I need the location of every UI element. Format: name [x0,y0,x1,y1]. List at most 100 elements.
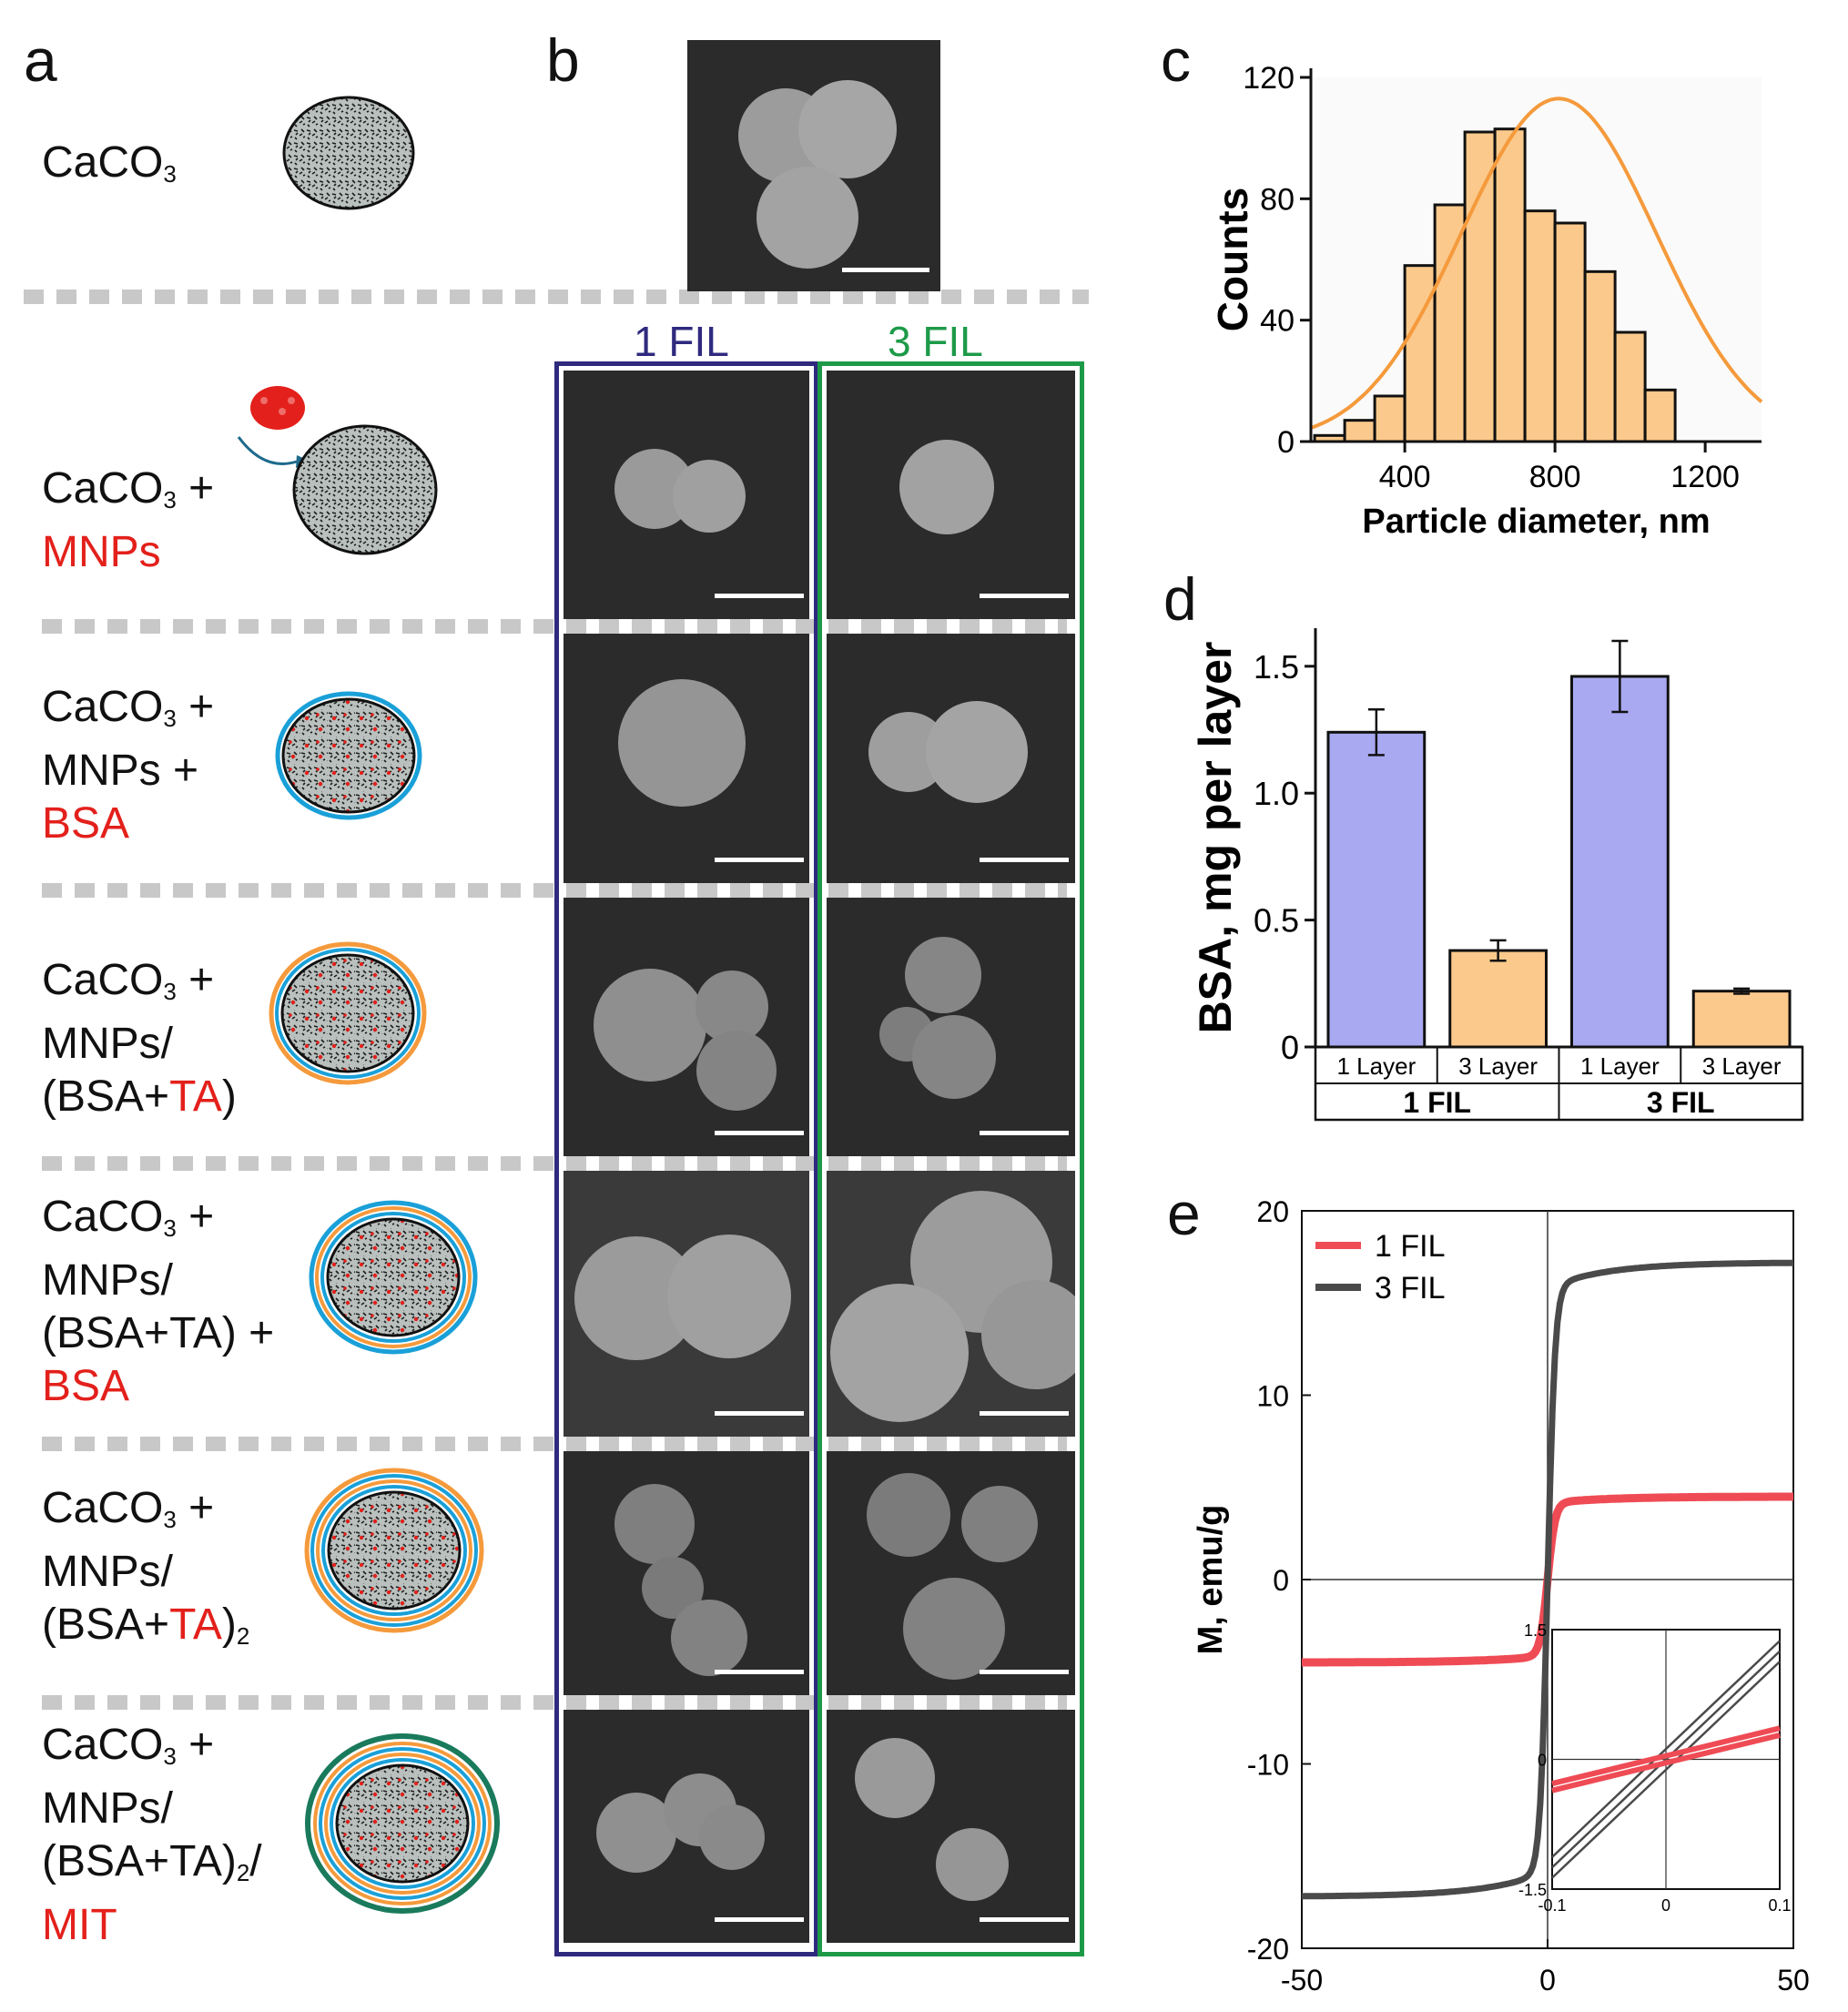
y-tick-label: 10 [1256,1380,1289,1413]
y-tick-label: 40 [1260,304,1295,339]
histogram-bar [1553,221,1587,443]
bsa-ring-1 [321,1485,467,1616]
sem-3fil-bsa-ta-2 [827,1451,1075,1695]
bsa-ring-2 [319,1747,486,1900]
inset-y-tick-label: 1.5 [1524,1621,1547,1640]
y-tick-label: 80 [1260,182,1295,217]
inset-x-tick-label: 0 [1661,1896,1670,1915]
category-label: 1 Layer [1337,1052,1416,1080]
sem-1fil-mnps [564,371,809,619]
category-label: 1 Layer [1580,1052,1660,1080]
x-tick-label: 0 [1539,1964,1556,1997]
group-label: 3 FIL [1647,1086,1715,1119]
sem-1fil-mit [564,1710,809,1943]
y-tick-label: 0 [1281,1029,1299,1066]
schematic-drawings [237,96,500,1914]
sem-3fil-bsa [827,634,1075,883]
ta-ring-1 [316,1479,472,1621]
row-label-bsa: CaCO3 + MNPs + BSA [42,683,215,848]
frame-1-fil [554,361,818,1956]
histogram-bar [1403,264,1437,443]
panel-letter-b: b [546,26,580,94]
sem-caco3 [687,40,940,291]
particle-bsa-ta-core [280,953,415,1073]
column-header-1-fil: 1 FIL [634,318,729,365]
inset-x-tick-label: 0.1 [1768,1896,1791,1915]
bsa-bar [1326,730,1427,1049]
legend-label: 1 FIL [1375,1229,1445,1264]
sem-3fil-mit [827,1710,1075,1943]
caco3-mnp-particle [292,424,438,555]
chart-histogram: 0 40 80 120 400 800 1200 Particle diameter, nm C… [1209,61,1763,541]
bsa-ring [275,948,421,1079]
bsa-ring-outer [309,1200,478,1355]
histogram-bar [1523,209,1557,443]
panel-letter-a: a [24,26,57,94]
histogram-bar [1433,203,1467,443]
row-label-bsa-ta-2: CaCO3 + MNPs/ (BSA+TA)2 [42,1484,250,1650]
inset-curve-3-fil [1551,1661,1781,1879]
row-label-bsa-ta-bsa: CaCO3 + MNPs/ (BSA+TA) + BSA [42,1193,275,1410]
inset-curve-1-fil [1551,1732,1781,1794]
ta-ring [269,941,427,1085]
ta-ring [315,1206,472,1348]
panel-letter-e: e [1167,1180,1201,1247]
magnetization-curve-2 [1301,1259,1794,1900]
inset-curve-3-fil [1551,1650,1781,1869]
bsa-bar [1691,990,1792,1049]
column-header-3-fil: 3 FIL [888,318,983,365]
row-label-mnps: CaCO3 + MNPs [42,464,215,576]
caco3-particle [282,96,415,210]
row-label-caco3: CaCO3 [42,138,177,188]
x-tick-label: 400 [1379,460,1431,494]
ta-ring-2 [304,1468,484,1633]
bsa-ring-inner [320,1212,466,1343]
bsa-bar [1570,675,1670,1049]
sem-1fil-bsa-ta [564,898,809,1156]
y-axis-label: Counts [1209,188,1256,331]
x-axis-label: Particle diameter, nm [1362,503,1710,541]
histogram-bar [1463,130,1497,443]
particle-mit-core [335,1763,470,1884]
ta-ring-2 [313,1742,492,1905]
particle-bsa-ta-2-core [327,1490,462,1611]
sem-3fil-mnps [827,371,1075,619]
sem-1fil-bsa-ta-bsa [564,1171,809,1437]
bsa-ring-2 [310,1474,478,1627]
inset-y-tick-label: -1.5 [1518,1881,1547,1899]
gaussian-fit-line [1310,97,1763,430]
inset-x-tick-label: -0.1 [1538,1896,1566,1915]
y-tick-label: 0 [1273,1564,1289,1597]
y-tick-label: 1.5 [1254,648,1299,686]
chart-bsa-bars: 0 0.5 1.0 1.5 1 Layer 3 Layer 1 Layer 3 Layer 1 … [1190,628,1804,1122]
bsa-ring-1 [330,1758,475,1889]
panel-letter-d: d [1163,565,1197,633]
histogram-bar [1583,269,1617,443]
separator [24,290,1089,304]
y-axis-label: M, emu/g [1192,1505,1230,1655]
histogram-bar [1373,394,1406,443]
group-label: 1 FIL [1403,1086,1471,1119]
row-label-bsa-ta: CaCO3 + MNPs/ (BSA+TA) [42,956,237,1121]
sem-3fil-bsa-ta [827,898,1075,1156]
histogram-bar [1643,388,1677,443]
y-tick-label: -20 [1247,1933,1289,1966]
sem-3fil-bsa-ta-bsa [827,1171,1075,1437]
legend-label: 3 FIL [1375,1271,1445,1306]
x-tick-label: 800 [1529,460,1581,494]
y-tick-label: 0 [1277,425,1295,460]
sem-1fil-bsa [564,634,809,883]
bsa-layer-ring [275,691,422,820]
row-label-mit: CaCO3 + MNPs/ (BSA+TA)2/ MIT [42,1721,262,1949]
particle-bsa-ta-bsa-core [326,1217,461,1337]
inset-curve-1-fil [1551,1725,1781,1787]
histogram-bar [1613,330,1647,443]
inset-curve-3-fil [1551,1640,1781,1858]
y-tick-label: 0.5 [1254,902,1299,940]
y-tick-label: -10 [1247,1749,1289,1782]
y-tick-label: 1.0 [1254,775,1299,812]
arrow-icon [237,436,298,465]
x-tick-label: 50 [1777,1964,1810,1997]
bsa-bar [1448,949,1548,1049]
